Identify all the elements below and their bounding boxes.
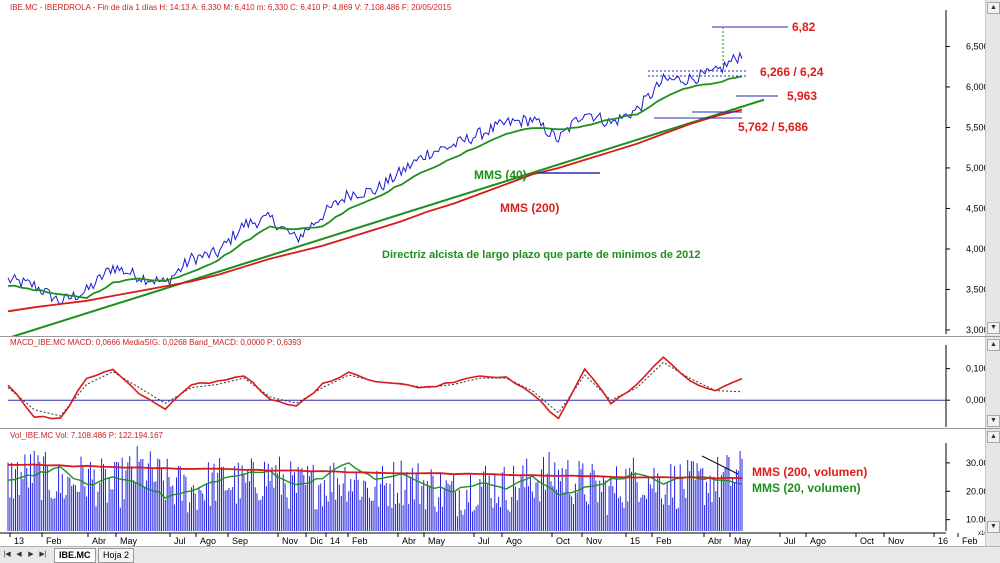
label-5963: 5,963 (787, 89, 817, 103)
price-vertical-scrollbar[interactable]: ▲ ▼ (985, 0, 1000, 336)
x-tick-label: Sep (232, 536, 248, 546)
x-tick-label: May (428, 536, 446, 546)
x-tick-label: Ago (506, 536, 522, 546)
macd-header: MACD_IBE.MC MACD: 0,0666 MediaSIG: 0,026… (10, 338, 302, 347)
price-tick-label: 3,000 (966, 325, 989, 335)
mms40-line (7, 75, 743, 299)
macd-chart: 0,100 0,000 (7, 345, 989, 427)
label-5762: 5,762 / 5,686 (738, 120, 808, 134)
label-mms40: MMS (40) (474, 168, 527, 182)
vol-scroll-down-button[interactable]: ▼ (987, 521, 1000, 533)
volume-tick-label: 10.000 (966, 515, 994, 525)
x-tick-label: Abr (92, 536, 106, 546)
macd-panel: MACD_IBE.MC MACD: 0,0666 MediaSIG: 0,026… (0, 336, 1000, 429)
price-series-line (7, 51, 743, 306)
x-tick-label: Ago (810, 536, 826, 546)
price-tick-label: 4,500 (966, 203, 989, 213)
volume-header: Vol_IBE.MC Vol: 7.108.486 P: 122.194.167 (10, 431, 163, 440)
label-6266: 6,266 / 6,24 (760, 65, 824, 79)
x-tick-label: Feb (352, 536, 368, 546)
label-mms200v: MMS (200, volumen) (752, 465, 867, 479)
mms200-line (7, 108, 743, 313)
x-tick-label: Ago (200, 536, 216, 546)
volume-mms200-line (7, 463, 743, 480)
x-tick-label: Nov (586, 536, 603, 546)
x-tick-label: May (120, 536, 138, 546)
macd-scroll-down-button[interactable]: ▼ (987, 415, 1000, 427)
next-sheet-icon[interactable]: ▶ (28, 551, 34, 558)
scroll-down-button[interactable]: ▼ (987, 322, 1000, 334)
price-chart: 6,500 6,000 5,500 5,000 4,500 4,000 3,500 3,000… (7, 10, 989, 336)
x-tick-label: 13 (14, 536, 24, 546)
volume-panel: Vol_IBE.MC Vol: 7.108.486 P: 122.194.167… (0, 428, 1000, 547)
price-tick-label: 6,500 (966, 41, 989, 51)
tab-hoja-2[interactable]: Hoja 2 (98, 548, 135, 563)
x-tick-label: 15 (630, 536, 640, 546)
sheet-tab-bar: |◀ ◀ ▶ ▶| IBE.MC Hoja 2 (0, 546, 1000, 563)
price-tick-label: 5,000 (966, 163, 989, 173)
volume-tick-label: 20.000 (966, 486, 994, 496)
label-682: 6,82 (792, 20, 816, 34)
x-tick-label: May (734, 536, 752, 546)
volume-vertical-scrollbar[interactable]: ▲ ▼ (985, 429, 1000, 547)
label-trendline: Directriz alcista de largo plazo que par… (382, 249, 701, 261)
macd-line (7, 356, 743, 420)
price-tick-label: 5,500 (966, 122, 989, 132)
x-tick-label: Feb (46, 536, 62, 546)
x-tick-label: Nov (282, 536, 299, 546)
price-tick-label: 4,000 (966, 244, 989, 254)
x-tick-label: Oct (556, 536, 571, 546)
tab-ibe-mc[interactable]: IBE.MC (54, 548, 96, 563)
macd-tick-label: 0,000 (966, 395, 989, 405)
first-sheet-icon[interactable]: |◀ (3, 551, 11, 558)
x-tick-label: 16 (938, 536, 948, 546)
prev-sheet-icon[interactable]: ◀ (16, 551, 22, 558)
price-panel: IBE.MC - IBERDROLA - Fin de día 1 días H… (7, 0, 1000, 336)
label-mms200: MMS (200) (500, 201, 559, 215)
x-tick-label: Jul (478, 536, 490, 546)
x-tick-label: Oct (860, 536, 875, 546)
volume-tick-label: 30.000 (966, 458, 994, 468)
volume-chart: 30.000 20.000 10.000 MMS (200, volumen) MM… (0, 443, 995, 546)
macd-vertical-scrollbar[interactable]: ▲ ▼ (985, 337, 1000, 429)
vol-scroll-up-button[interactable]: ▲ (987, 431, 1000, 443)
volume-down-trend-line (701, 455, 739, 475)
macd-scroll-up-button[interactable]: ▲ (987, 339, 1000, 351)
label-mms20v: MMS (20, volumen) (752, 481, 861, 495)
x-tick-label: Nov (888, 536, 905, 546)
x-tick-label: Feb (656, 536, 672, 546)
x-tick-label: Abr (708, 536, 722, 546)
price-tick-label: 6,000 (966, 82, 989, 92)
long-term-trendline (11, 98, 765, 336)
last-sheet-icon[interactable]: ▶| (39, 551, 47, 558)
price-header: IBE.MC - IBERDROLA - Fin de día 1 días H… (10, 3, 452, 12)
x-tick-label: Jul (784, 536, 796, 546)
volume-mms20-line (7, 462, 743, 499)
x-tick-label: Jul (174, 536, 186, 546)
x-tick-label: 14 (330, 536, 340, 546)
x-tick-label: Feb (962, 536, 978, 546)
price-tick-label: 3,500 (966, 284, 989, 294)
x-tick-label: Dic (310, 536, 323, 546)
scroll-up-button[interactable]: ▲ (987, 2, 1000, 14)
macd-tick-label: 0,100 (966, 364, 989, 374)
x-tick-label: Abr (402, 536, 416, 546)
